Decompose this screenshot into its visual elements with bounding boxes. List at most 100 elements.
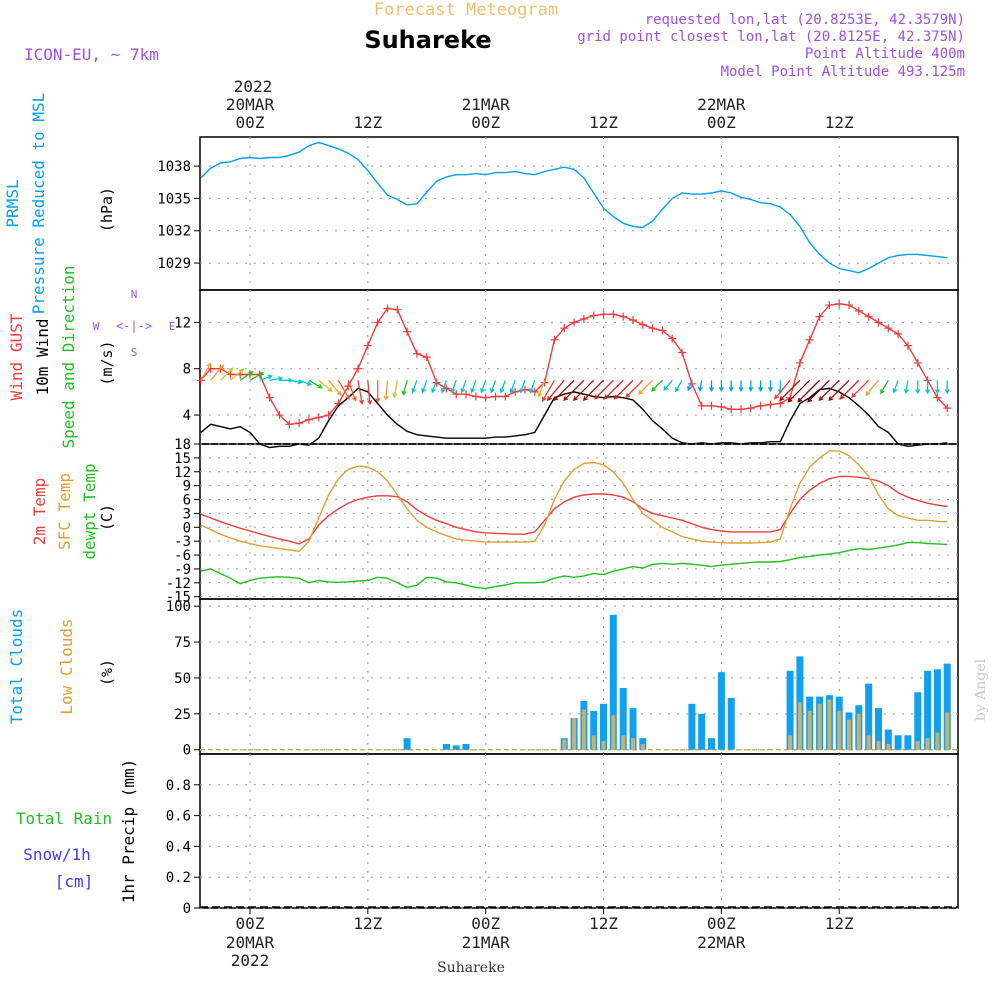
y-tick-label: 0 [183, 743, 191, 759]
gust-marker [324, 411, 333, 420]
y-axis-label: 2m Temp [30, 478, 49, 545]
wind-arrow [944, 380, 950, 395]
wind-arrow [220, 367, 234, 381]
cloud-bar-0 [442, 744, 450, 750]
bottom-date-label: 21MAR [462, 933, 511, 952]
bottom-date-label: 20MAR [226, 933, 275, 952]
footer-location: Suhareke [437, 960, 505, 976]
point-altitude: Point Altitude 400m [805, 46, 965, 62]
gust-marker [599, 310, 608, 319]
wind-arrow [582, 379, 604, 402]
requested-coords: requested lon,lat (20.8253E, 42.3579N) [645, 12, 965, 28]
cloud-bar-0 [786, 670, 794, 750]
wind-arrow [915, 380, 921, 395]
wind-arrow [638, 379, 654, 395]
cloud-bar-1 [611, 715, 616, 750]
top-hour-label: 00Z [236, 113, 265, 132]
y-axis-unit: 1hr Precip (mm) [119, 759, 138, 904]
gust-marker [285, 420, 294, 429]
gust-marker [491, 392, 500, 401]
wind-arrow [367, 380, 373, 406]
top-hour-label: 00Z [471, 113, 500, 132]
y-tick-label: 25 [174, 707, 191, 723]
gust-marker [697, 401, 706, 410]
cloud-bar-1 [935, 732, 940, 750]
gust-marker [432, 378, 441, 387]
wind-arrow [318, 379, 333, 393]
gust-marker [196, 376, 205, 385]
bottom-hour-label: 00Z [236, 914, 265, 933]
gust-marker [678, 348, 687, 357]
wind-arrow [347, 380, 357, 402]
y-tick-label: 50 [174, 671, 191, 687]
cloud-bar-1 [827, 699, 832, 750]
gust-marker [746, 404, 755, 413]
y-tick-label: -6 [174, 548, 191, 564]
cloud-bar-1 [807, 710, 812, 750]
cloud-bar-1 [945, 712, 950, 750]
y-tick-label: 1029 [157, 256, 191, 272]
gust-marker [776, 399, 785, 408]
location-title: Suhareke [364, 26, 491, 54]
compass-arrow: <-|-> [116, 319, 152, 333]
y-axis-label: PRMSL [3, 179, 22, 227]
gust-marker [354, 364, 363, 373]
wind-arrow [509, 380, 516, 394]
wind-arrow [460, 380, 467, 394]
wind-arrow [541, 379, 555, 402]
y-tick-label: 4 [183, 408, 191, 424]
wind-arrow [431, 380, 438, 394]
gust-marker [658, 326, 667, 335]
y-axis-unit: (hPa) [98, 187, 116, 232]
compass-w: W [93, 320, 100, 333]
cloud-bar-0 [894, 735, 902, 750]
wind-arrow [298, 379, 313, 386]
cloud-bar-1 [797, 702, 802, 750]
gust-marker [628, 316, 637, 325]
top-hour-label: 12Z [589, 113, 618, 132]
gust-marker [933, 393, 942, 402]
cloud-bar-1 [572, 718, 577, 750]
gust-marker [825, 301, 834, 310]
y-tick-label: 9 [183, 479, 191, 495]
cloud-bar-0 [600, 703, 607, 750]
wind-arrow [728, 380, 734, 393]
cloud-bar-0 [717, 672, 725, 750]
top-date-label: 22MAR [697, 95, 746, 114]
cloud-bar-1 [876, 741, 881, 750]
wind-arrow [787, 379, 811, 403]
cloud-bar-1 [925, 738, 930, 750]
y-tick-label: -9 [174, 562, 191, 578]
cloud-bar-1 [788, 735, 793, 750]
gust-marker [943, 404, 952, 413]
precip-legend-label: [cm] [55, 872, 94, 891]
gust-marker [422, 353, 431, 362]
cloud-bar-1 [581, 709, 586, 750]
wind-arrow [210, 364, 224, 381]
top-hour-label: 12Z [353, 113, 382, 132]
y-tick-label: 0 [183, 901, 191, 917]
gust-marker [835, 299, 844, 308]
cloud-bar-1 [837, 710, 842, 750]
cloud-bar-0 [462, 744, 470, 750]
cloud-bar-0 [727, 698, 735, 750]
wind-arrow [767, 380, 773, 393]
series-line-1 [200, 450, 948, 553]
wind-arrow [411, 380, 418, 394]
gust-marker [589, 311, 598, 320]
wind-arrow [892, 380, 899, 394]
gust-marker [805, 335, 814, 344]
wind-arrow [758, 380, 764, 393]
wind-arrow [499, 380, 506, 394]
gust-marker [619, 312, 628, 321]
top-date-label: 20MAR [226, 95, 275, 114]
y-tick-label: 75 [174, 635, 191, 651]
wind-arrow [807, 379, 830, 403]
gust-marker [913, 358, 922, 367]
grid-point-coords: grid point closest lon,lat (20.8125E, 42… [577, 29, 965, 45]
cloud-bar-1 [621, 735, 626, 750]
top-year-label: 2022 [234, 77, 273, 96]
y-tick-label: 3 [183, 506, 191, 522]
panel-pressure: 1029 1032 1035 1038 PRMSL Pressure Reduced to… [3, 93, 959, 314]
